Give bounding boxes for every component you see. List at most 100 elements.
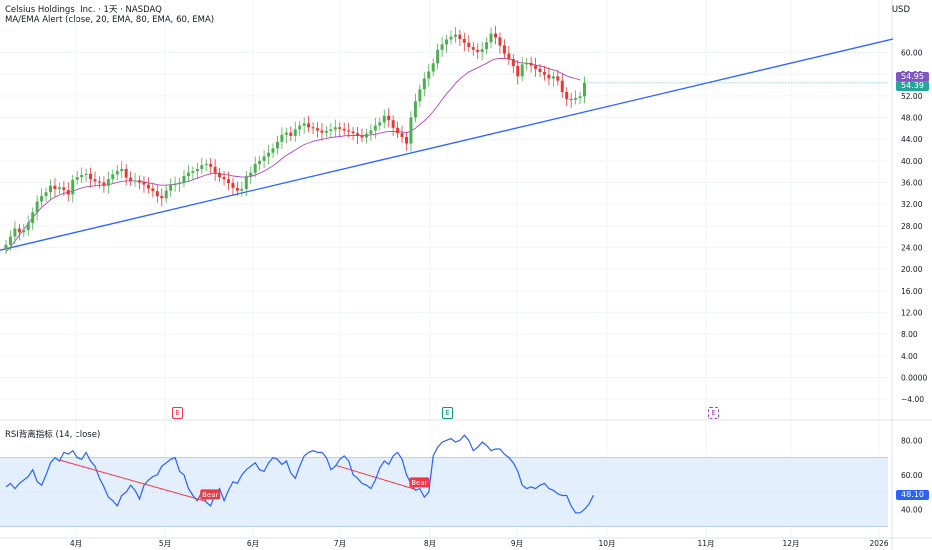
candle-body [391,120,395,128]
candle [364,128,368,144]
candle [329,123,333,137]
candle-body [115,171,119,175]
candle-body [173,184,177,186]
candle-body [298,125,302,130]
candle [142,176,146,193]
candle [307,115,311,133]
candle-body [547,74,551,79]
candle-body [551,76,555,79]
candle [35,195,39,221]
candle [71,174,75,203]
candle-body [560,80,564,93]
earnings-event-icon[interactable]: E [172,407,183,419]
candle-body [440,44,444,50]
candle [280,127,284,149]
candle [253,156,257,178]
candle-body [169,184,173,191]
candle [302,117,306,134]
y-tick-label: 32.00 [901,200,923,209]
candle [462,32,466,51]
candle [338,122,342,137]
candle-body [471,47,475,50]
candle-body [436,49,440,64]
candle-body [40,196,44,202]
candle-body [231,183,235,188]
candle [155,184,159,204]
ema-price-tag: 54.95 [896,71,929,82]
rsi-tick-label: 60.00 [901,471,923,480]
rsi-value-tag: 48.10 [896,490,929,501]
candle-body [400,133,404,137]
candle-body [191,171,195,173]
candle [569,92,573,108]
candle-body [200,165,204,169]
candle-body [413,101,417,118]
candle-body [13,228,17,237]
candle-body [22,230,26,233]
candle-body [49,185,52,193]
candle-body [498,37,502,46]
candle [560,73,564,98]
candle [200,157,204,174]
candle [400,125,404,143]
candle [66,182,70,202]
trendline [0,38,894,251]
candle [458,29,462,46]
x-tick-label: 6月 [247,539,259,548]
indicator-label: MA/EMA Alert (close, 20, EMA, 80, EMA, 6… [5,15,215,25]
candle [209,157,213,174]
candle-body [449,36,453,40]
earnings-event-icon[interactable]: E [442,407,453,419]
candle [391,115,395,136]
candle-body [209,164,213,167]
candle [467,35,471,52]
candle [186,165,190,182]
candle [75,170,79,185]
candle-body [62,187,66,191]
candle-body [213,166,217,173]
candle [80,167,84,184]
candle-body [97,181,101,183]
candle [284,127,288,143]
candle-body [227,179,230,184]
candle-body [155,191,159,197]
candle-body [195,168,199,172]
candle [516,59,520,85]
rsi-tick-label: 40.00 [901,505,923,514]
candle [106,171,110,194]
earnings-event-icon[interactable]: E [708,407,719,419]
candle [413,93,417,123]
candle-body [356,133,360,136]
candle-body [71,179,75,195]
candle [347,122,351,138]
candle-body [373,125,377,131]
candle [275,135,279,155]
candle-body [164,190,168,199]
y-tick-label: 40.00 [901,157,923,166]
candle [529,56,533,73]
candle-body [160,196,164,199]
candle-body [529,62,533,66]
candle [494,25,497,45]
candle-body [280,134,284,142]
y-tick-label: 36.00 [901,179,923,188]
candle [373,118,377,139]
candle [418,84,422,108]
candle [320,122,324,141]
currency-label: USD [891,5,910,15]
candle [382,109,386,129]
candle-body [320,130,324,133]
candle [565,87,569,107]
candle-body [480,49,484,52]
candle [525,57,529,71]
candle-body [556,76,560,81]
candle [333,119,337,137]
candle-body [511,59,515,67]
candle-body [182,176,186,183]
candle [111,169,115,185]
y-tick-label: 16.00 [901,287,923,296]
candle [231,178,235,197]
candle-body [4,244,8,250]
candle [480,41,484,61]
